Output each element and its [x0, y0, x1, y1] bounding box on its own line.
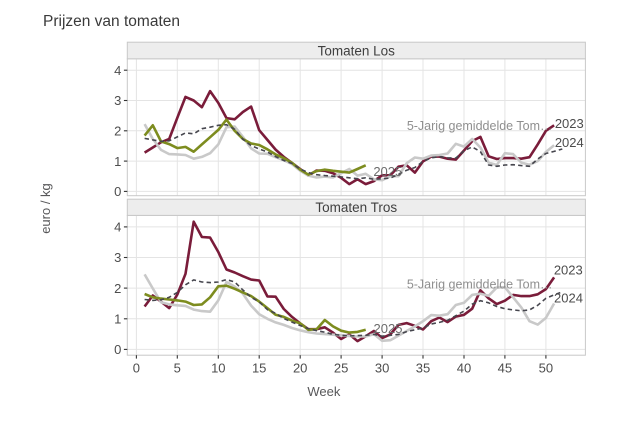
svg-text:20: 20 — [293, 360, 307, 375]
svg-text:40: 40 — [457, 360, 471, 375]
svg-text:35: 35 — [416, 360, 430, 375]
svg-text:0: 0 — [114, 342, 121, 357]
svg-text:2: 2 — [114, 124, 121, 139]
svg-text:45: 45 — [498, 360, 512, 375]
svg-text:3: 3 — [114, 93, 121, 108]
svg-text:2025: 2025 — [373, 164, 402, 179]
svg-text:25: 25 — [334, 360, 348, 375]
svg-text:2024: 2024 — [555, 135, 584, 150]
svg-text:5-Jarig gemiddelde Tom…: 5-Jarig gemiddelde Tom… — [407, 119, 553, 133]
svg-text:2023: 2023 — [554, 263, 583, 278]
svg-text:2024: 2024 — [554, 290, 583, 305]
svg-text:50: 50 — [539, 360, 553, 375]
svg-text:10: 10 — [211, 360, 225, 375]
svg-text:2025: 2025 — [374, 321, 403, 336]
svg-text:0: 0 — [133, 360, 140, 375]
svg-text:Tomaten Tros: Tomaten Tros — [315, 200, 397, 215]
svg-text:euro / kg: euro / kg — [38, 183, 53, 234]
svg-text:5-Jarig gemiddelde Tom…: 5-Jarig gemiddelde Tom… — [407, 278, 553, 292]
svg-text:Prijzen van tomaten: Prijzen van tomaten — [43, 13, 180, 30]
svg-text:Week: Week — [307, 384, 340, 399]
svg-text:4: 4 — [114, 63, 121, 78]
svg-text:4: 4 — [114, 220, 121, 235]
svg-text:2: 2 — [114, 281, 121, 296]
svg-text:5: 5 — [174, 360, 181, 375]
svg-text:15: 15 — [252, 360, 266, 375]
svg-text:1: 1 — [114, 312, 121, 327]
svg-text:Tomaten Los: Tomaten Los — [318, 43, 396, 58]
svg-text:3: 3 — [114, 250, 121, 265]
svg-text:0: 0 — [114, 184, 121, 199]
svg-text:1: 1 — [114, 154, 121, 169]
svg-text:30: 30 — [375, 360, 389, 375]
svg-text:2023: 2023 — [555, 116, 584, 131]
